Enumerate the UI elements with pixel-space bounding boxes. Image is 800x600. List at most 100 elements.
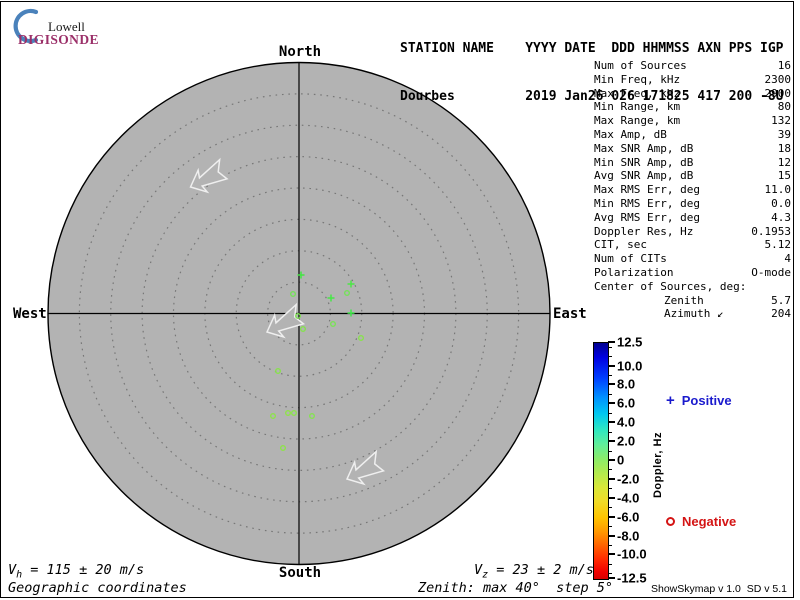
colorbar-minor-tick [608,393,612,395]
positive-doppler-legend: + Positive [666,391,732,409]
zenith-range-label: Zenith: max 40° step 5° [418,580,614,596]
stats-row-label: CIT, sec [594,238,647,252]
source-stats-panel: Num of Sources 16 Min Freq, kHz 2300 Max Fre… [594,59,791,321]
stats-row-label: Min Freq, kHz [594,72,681,86]
colorbar-tick-label: -4.0 [617,490,640,506]
stats-row-label: Min SNR Amp, dB [594,155,694,169]
colorbar-major-tick [608,440,615,443]
stats-row-label: Min Range, km [594,100,681,114]
drift-direction-arrow [265,302,306,339]
stats-row-label: Num of Sources [594,59,687,72]
source-marker-circle [300,326,307,333]
stats-row-label: Max RMS Err, deg [594,183,700,197]
stats-row-value: 0.1953 [751,224,791,238]
colorbar-minor-tick [608,356,612,358]
colorbar-minor-tick [608,488,612,490]
source-marker-circle [280,445,287,452]
colorbar-minor-tick [608,412,612,414]
stats-row-label: Max Amp, dB [594,127,667,141]
colorbar-tick-label: -6.0 [617,509,640,525]
stats-row: Max Amp, dB 39 [594,128,791,142]
stats-row: Min Freq, kHz 2300 [594,73,791,87]
source-marker-plus [347,280,355,288]
stats-row-value: 4 [784,252,791,266]
version-label: ShowSkymap v 1.0 SD v 5.1 [651,583,787,595]
colorbar-tick-label: -2.0 [617,471,640,487]
colorbar-major-tick [608,421,615,424]
source-marker-circle [270,413,277,420]
vertical-velocity-label: Vz = 23 ± 2 m/s [474,562,594,581]
stats-row: Max Freq, kHz 2900 [594,87,791,101]
source-marker-circle [285,410,292,417]
stats-row-label: Azimuth ↙ [664,307,724,321]
west-label: West [13,306,47,322]
source-marker-circle [330,321,337,328]
colorbar-major-tick [608,496,615,499]
stats-row-value: 15 [777,169,791,183]
drift-direction-arrow [345,449,386,486]
source-marker-circle [309,413,316,420]
positive-label: Positive [681,393,732,408]
stats-row-value: 204 [771,307,791,321]
stats-row-label: Max Range, km [594,114,681,128]
colorbar-minor-tick [608,544,612,546]
stats-row-value: 11.0 [764,183,792,197]
stats-row-value: 5.12 [764,238,792,252]
stats-row-value: 16 [777,59,791,72]
header-columns-row: STATION NAME YYYY DATE DDD HHMMSS AXN PP… [400,41,784,56]
colorbar-minor-tick [608,563,612,565]
drift-direction-arrow [189,157,229,194]
colorbar-major-tick [608,553,615,556]
colorbar-tick-label: 2.0 [617,433,636,449]
source-marker-plus [297,271,305,279]
colorbar-major-tick [608,515,615,518]
lowell-digisonde-logo: Lowell DIGISONDE [8,6,138,48]
coordinate-system-label: Geographic coordinates [8,580,187,596]
logo-lowell-text: Lowell [48,19,85,34]
stats-row: Max Range, km 132 [594,114,791,128]
colorbar-title: Doppler, Hz [652,432,664,499]
header-values-row: Dourbes 2019 Jan26 026 171825 417 200 -8… [400,89,784,104]
stats-row-label: Avg SNR Amp, dB [594,169,694,183]
colorbar-minor-tick [608,346,612,348]
south-label: South [278,565,322,581]
colorbar-tick-label: 0 [617,452,625,468]
colorbar-major-tick [608,402,615,405]
negative-label: Negative [682,514,737,529]
colorbar-tick-label: 12.5 [617,334,643,350]
stats-row: Polarization O-mode [594,266,791,280]
doppler-colorbar [593,342,609,580]
stats-row-label: Min RMS Err, deg [594,196,700,210]
colorbar-minor-tick [608,450,612,452]
header-table: STATION NAME YYYY DATE DDD HHMMSS AXN PP… [400,9,784,121]
stats-row: Max SNR Amp, dB 18 [594,142,791,156]
colorbar-tick-label: 8.0 [617,376,636,392]
logo-digisonde-text: DIGISONDE [18,32,99,47]
stats-row-label: Doppler Res, Hz [594,224,694,238]
stats-row: CIT, sec 5.12 [594,238,791,252]
plus-icon: + [666,391,675,409]
stats-row: Min SNR Amp, dB 12 [594,156,791,170]
stats-row-label: Max Freq, kHz [594,86,681,100]
source-marker-circle [344,290,351,297]
colorbar-minor-tick [608,469,612,471]
source-marker-circle [358,335,365,342]
colorbar-tick-label: 4.0 [617,414,636,430]
stats-row-value: 132 [771,114,791,128]
circle-icon [666,517,675,526]
stats-row: Azimuth ↙ 204 [594,307,791,321]
colorbar-tick-label: -8.0 [617,528,640,544]
east-label: East [553,306,587,322]
stats-row-value: 2900 [764,86,792,100]
colorbar-minor-tick [608,375,612,377]
stats-row-value: 12 [777,155,791,169]
colorbar-major-tick [608,383,615,386]
stats-row-value: 0.0 [771,196,791,210]
colorbar-minor-tick [608,507,612,509]
stats-row: Min RMS Err, deg 0.0 [594,197,791,211]
colorbar-major-tick [608,341,615,343]
stats-row-value: 5.7 [771,293,791,307]
stats-row: Avg SNR Amp, dB 15 [594,169,791,183]
